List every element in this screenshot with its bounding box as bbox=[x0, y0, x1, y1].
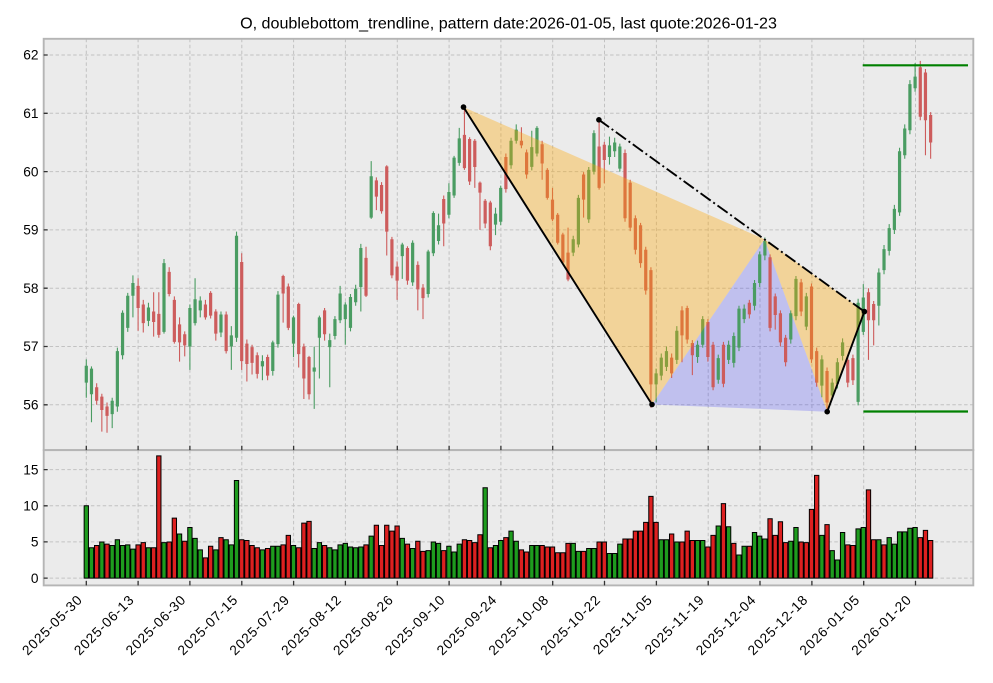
svg-text:0: 0 bbox=[31, 571, 39, 586]
svg-text:61: 61 bbox=[23, 106, 38, 121]
svg-text:O, doublebottom_trendline, pat: O, doublebottom_trendline, pattern date:… bbox=[240, 15, 777, 33]
svg-text:59: 59 bbox=[23, 223, 38, 238]
svg-text:10: 10 bbox=[23, 499, 39, 514]
svg-text:58: 58 bbox=[23, 281, 39, 296]
svg-text:60: 60 bbox=[23, 164, 39, 179]
svg-text:57: 57 bbox=[23, 339, 38, 354]
svg-text:56: 56 bbox=[23, 398, 39, 413]
svg-text:62: 62 bbox=[23, 48, 38, 63]
svg-text:5: 5 bbox=[31, 535, 39, 550]
svg-text:15: 15 bbox=[23, 462, 39, 477]
